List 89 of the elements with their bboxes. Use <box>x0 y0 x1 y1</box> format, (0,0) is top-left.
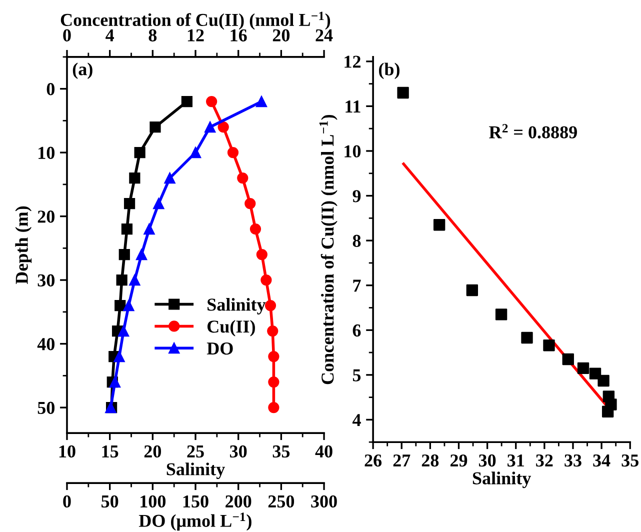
y-tick-label: 11 <box>346 100 360 112</box>
x-tick-label: 50 <box>102 495 118 508</box>
y-tick-label: 7 <box>353 280 361 292</box>
point <box>129 172 140 184</box>
x-tick-label: 26 <box>364 454 382 467</box>
y-tick-label: 20 <box>38 210 54 223</box>
point <box>129 274 140 286</box>
point <box>543 340 555 352</box>
chart-title: (a) <box>72 62 92 79</box>
x-axis-title: Salinity <box>472 472 532 488</box>
x-tick-label: 31 <box>508 454 524 467</box>
x-tick-label: 32 <box>536 454 553 467</box>
point <box>109 376 121 388</box>
x2-tick-label: 12 <box>188 29 204 42</box>
y-tick-label: 8 <box>352 234 361 247</box>
y-tick-label: 6 <box>352 324 361 337</box>
x-tick-label: 250 <box>268 495 294 508</box>
x-tick-label: 0 <box>63 495 71 508</box>
point <box>164 172 176 184</box>
point <box>118 248 130 260</box>
x2-tick-label: 8 <box>148 29 157 42</box>
x-tick-label: 29 <box>450 454 468 467</box>
y-tick-label: 5 <box>352 369 361 382</box>
annotation: R$^{2}$ = 0.8889 <box>489 124 577 138</box>
point <box>256 96 268 108</box>
point <box>116 274 128 286</box>
point <box>136 248 148 260</box>
x-tick-label: 33 <box>564 454 582 467</box>
x2-tick-label: 20 <box>272 29 290 42</box>
point <box>114 350 125 362</box>
point <box>181 96 192 108</box>
x-tick-label: 300 <box>311 495 337 508</box>
legend-label: Cu(II) <box>207 320 255 336</box>
y-tick-label: 9 <box>352 190 361 202</box>
y-tick-label: 10 <box>344 145 361 158</box>
point <box>190 146 202 158</box>
point <box>124 198 136 210</box>
x-tick-label: 35 <box>622 454 638 467</box>
x-tick-label: 35 <box>272 445 290 458</box>
point <box>577 362 590 374</box>
y-tick-label: 30 <box>38 274 54 286</box>
x-axis-title: DO (μmol L$^{−1}$) <box>138 512 252 531</box>
x-tick-label: 30 <box>230 445 247 458</box>
point <box>121 223 133 235</box>
legend-label: Salinity <box>208 298 266 314</box>
x-tick-label: 200 <box>226 495 252 508</box>
x-tick-label: 100 <box>140 495 166 508</box>
y-tick-label: 12 <box>344 56 360 68</box>
y-tick-label: 0 <box>46 83 54 96</box>
x-tick-label: 15 <box>102 445 118 458</box>
y-tick-label: 50 <box>38 402 54 414</box>
point <box>153 198 164 210</box>
x-tick-label: 30 <box>478 454 496 467</box>
point <box>144 223 155 235</box>
y-axis-title: Concentration of Cu(II) (nmol L$^{−1}$) <box>319 114 338 384</box>
x-axis-title: Salinity <box>166 462 225 480</box>
chart-title: (b) <box>378 62 400 80</box>
point <box>114 300 126 312</box>
x-tick-label: 10 <box>59 445 76 458</box>
y-tick-label: 10 <box>38 146 54 159</box>
x2-tick-label: 0 <box>63 29 71 42</box>
x-tick-label: 20 <box>144 445 162 458</box>
y-axis-title: Depth (m) <box>15 206 32 284</box>
point <box>495 308 508 320</box>
point <box>134 146 146 158</box>
point <box>521 332 533 344</box>
point <box>118 325 130 337</box>
point <box>123 300 134 312</box>
point <box>397 86 409 99</box>
point <box>562 353 574 366</box>
x-tick-label: 34 <box>593 454 610 467</box>
point <box>433 219 446 231</box>
x-tick-label: 150 <box>183 495 208 508</box>
x-tick-label: 27 <box>393 454 410 466</box>
x2-axis-title: Concentration of Cu(II) (nmol L$^{−1}$) <box>60 12 330 30</box>
x-tick-label: 28 <box>422 454 439 467</box>
point <box>598 374 610 387</box>
point <box>602 406 614 418</box>
x-tick-label: 40 <box>315 445 332 458</box>
x-tick-label: 25 <box>187 445 204 458</box>
legend-label: DO <box>206 342 233 355</box>
point <box>204 121 216 133</box>
x2-tick-label: 16 <box>230 29 247 42</box>
point <box>466 284 478 296</box>
x2-tick-label: 24 <box>316 29 333 42</box>
y-tick-label: 40 <box>37 338 54 350</box>
y-tick-label: 4 <box>352 414 361 426</box>
x2-tick-label: 4 <box>106 29 114 42</box>
point <box>150 121 161 133</box>
